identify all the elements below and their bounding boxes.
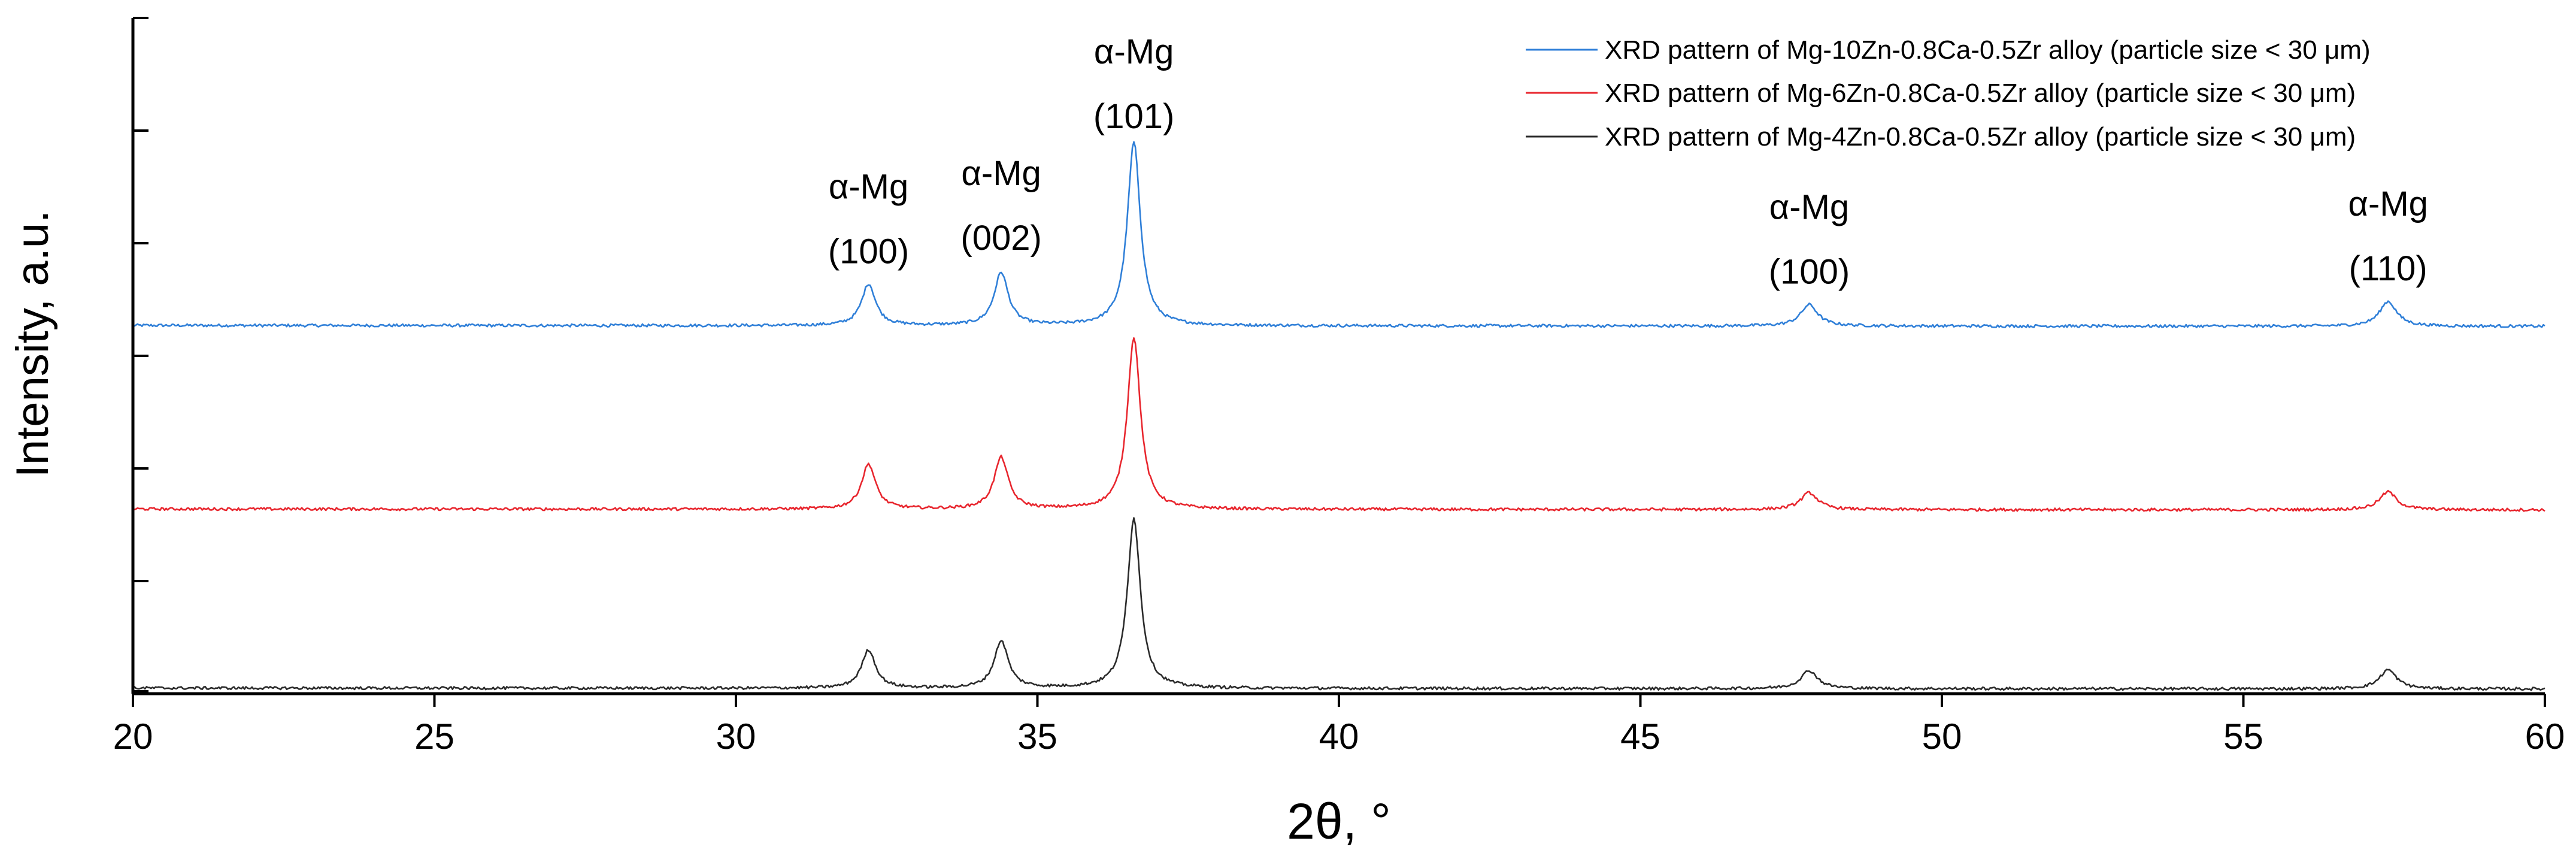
series-layer bbox=[132, 141, 2545, 691]
legend: XRD pattern of Mg-10Zn-0.8Ca-0.5Zr alloy… bbox=[1526, 35, 2371, 152]
legend-label-0: XRD pattern of Mg-10Zn-0.8Ca-0.5Zr alloy… bbox=[1605, 35, 2371, 65]
peak-plane-label: (101) bbox=[1093, 97, 1174, 136]
peak-annotations: α-Mg (100) α-Mg (002) α-Mg (101) α-Mg (100) α-Mg… bbox=[828, 32, 2428, 291]
peak-phase-label: α-Mg bbox=[2348, 185, 2427, 223]
peak-plane-label: (100) bbox=[828, 232, 909, 271]
peak-phase-label: α-Mg bbox=[961, 154, 1041, 193]
peak-phase-label: α-Mg bbox=[1094, 32, 1174, 71]
legend-label-1: XRD pattern of Mg-6Zn-0.8Ca-0.5Zr alloy … bbox=[1605, 78, 2356, 108]
x-tick-label: 25 bbox=[414, 716, 454, 757]
legend-label-2: XRD pattern of Mg-4Zn-0.8Ca-0.5Zr alloy … bbox=[1605, 122, 2356, 152]
peak-plane-label: (110) bbox=[2349, 249, 2427, 288]
x-tick-label: 55 bbox=[2223, 716, 2263, 757]
series-line-2 bbox=[132, 517, 2545, 691]
peak-phase-label: α-Mg bbox=[829, 168, 908, 207]
peak-phase-label: α-Mg bbox=[1769, 187, 1849, 226]
x-ticks: 20 25 30 35 40 45 50 55 60 bbox=[113, 694, 2565, 757]
x-tick-label: 20 bbox=[113, 716, 153, 757]
series-line-1 bbox=[132, 337, 2545, 512]
x-tick-label: 40 bbox=[1319, 716, 1359, 757]
x-tick-label: 30 bbox=[716, 716, 756, 757]
peak-plane-label: (002) bbox=[960, 219, 1041, 258]
x-tick-label: 50 bbox=[1922, 716, 1962, 757]
x-tick-label: 60 bbox=[2525, 716, 2565, 757]
axes-layer bbox=[131, 18, 2545, 695]
series-line-0 bbox=[132, 141, 2545, 329]
y-axis-title: Intensity, a.u. bbox=[7, 210, 58, 477]
x-tick-label: 45 bbox=[1620, 716, 1660, 757]
x-tick-label: 35 bbox=[1017, 716, 1057, 757]
y-ticks bbox=[133, 17, 149, 692]
peak-plane-label: (100) bbox=[1769, 252, 1850, 291]
x-axis-title: 2θ, ° bbox=[1287, 793, 1391, 849]
